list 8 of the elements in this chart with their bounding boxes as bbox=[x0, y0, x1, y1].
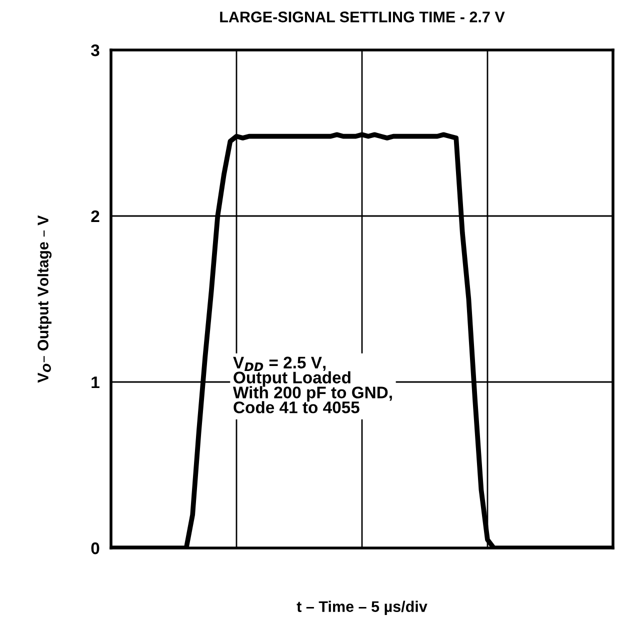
chart-title: LARGE-SIGNAL SETTLING TIME - 2.7 V bbox=[220, 12, 505, 22]
y-axis-title: V$_{O}$– Output Voltage – V bbox=[37, 215, 52, 383]
x-axis-title: t – Time – 5 µs/div bbox=[296, 600, 428, 616]
y-tick-label: 2 bbox=[91, 210, 100, 222]
annotation: V$_{DD}$ = 2.5 V, Output Loaded With 200 pF to GND, Code 41 to 4055 bbox=[233, 356, 392, 414]
y-tick-label: 1 bbox=[92, 376, 100, 388]
y-tick-label: 0 bbox=[91, 542, 100, 554]
y-tick-label: 3 bbox=[91, 44, 100, 56]
